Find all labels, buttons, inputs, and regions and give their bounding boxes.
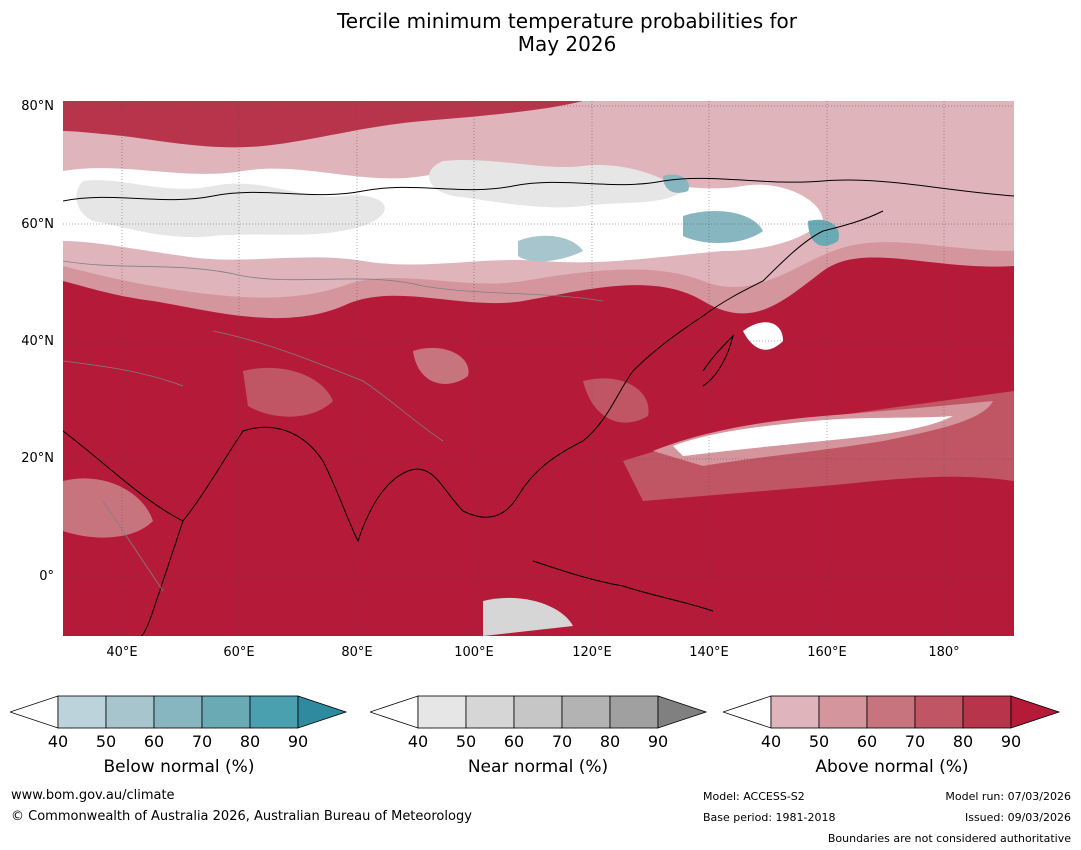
- near-tick: 90: [647, 732, 669, 751]
- near-swatch: [465, 695, 515, 729]
- lat-label-80n: 80°N: [21, 99, 54, 114]
- lon-label-140e: 140°E: [689, 645, 729, 660]
- below-swatch: [201, 695, 251, 729]
- above-tick: 90: [1000, 732, 1022, 751]
- above-tick: 50: [808, 732, 830, 751]
- below-tick: 60: [143, 732, 165, 751]
- near-tick: 80: [599, 732, 621, 751]
- lon-label-80e: 80°E: [341, 645, 373, 660]
- disclaimer-text: Boundaries are not considered authoritat…: [827, 832, 1071, 845]
- lat-label-0: 0°: [39, 569, 54, 584]
- lon-label-60e: 60°E: [223, 645, 255, 660]
- above-swatch: [818, 695, 868, 729]
- above-tick: 60: [856, 732, 878, 751]
- above-tick: 40: [760, 732, 782, 751]
- lon-label-160e: 160°E: [807, 645, 847, 660]
- lat-label-40n: 40°N: [21, 334, 54, 349]
- near-normal-colorbar: [370, 695, 708, 729]
- below-tick: 70: [191, 732, 213, 751]
- below-normal-label: Below normal (%): [103, 757, 255, 777]
- below-tick: 80: [239, 732, 261, 751]
- lat-label-20n: 20°N: [21, 451, 54, 466]
- below-swatch: [249, 695, 299, 729]
- map-graphic: [63, 101, 1014, 636]
- model-run-text: Model run: 07/03/2026: [945, 790, 1071, 803]
- below-tick: 50: [95, 732, 117, 751]
- above-tick: 70: [904, 732, 926, 751]
- above-swatch: [770, 695, 820, 729]
- map-title: Tercile minimum temperature probabilitie…: [0, 10, 1081, 56]
- copyright-text: © Commonwealth of Australia 2026, Austra…: [11, 809, 472, 824]
- above-normal-label: Above normal (%): [815, 757, 969, 777]
- below-tick: 40: [47, 732, 69, 751]
- near-tick: 70: [551, 732, 573, 751]
- above-swatch: [914, 695, 964, 729]
- model-text: Model: ACCESS-S2: [703, 790, 805, 803]
- near-swatch: [609, 695, 659, 729]
- near-swatch: [513, 695, 563, 729]
- lat-label-60n: 60°N: [21, 217, 54, 232]
- lon-label-100e: 100°E: [454, 645, 494, 660]
- issued-text: Issued: 09/03/2026: [964, 811, 1071, 824]
- lon-label-40e: 40°E: [106, 645, 138, 660]
- below-swatch: [57, 695, 107, 729]
- near-tick: 40: [407, 732, 429, 751]
- near-swatch: [561, 695, 611, 729]
- below-normal-colorbar: [10, 695, 348, 729]
- near-tick: 50: [455, 732, 477, 751]
- website-link[interactable]: www.bom.gov.au/climate: [11, 788, 175, 803]
- below-tick: 90: [287, 732, 309, 751]
- above-normal-colorbar: [723, 695, 1061, 729]
- title-line-1: Tercile minimum temperature probabilitie…: [336, 9, 798, 33]
- below-swatch: [105, 695, 155, 729]
- near-tick: 60: [503, 732, 525, 751]
- lon-label-120e: 120°E: [572, 645, 612, 660]
- title-line-2: May 2026: [517, 32, 617, 56]
- above-swatch: [962, 695, 1012, 729]
- above-swatch: [866, 695, 916, 729]
- lon-label-180: 180°: [928, 645, 960, 660]
- near-swatch: [417, 695, 467, 729]
- below-swatch: [153, 695, 203, 729]
- above-tick: 80: [952, 732, 974, 751]
- base-period-text: Base period: 1981-2018: [703, 811, 836, 824]
- near-normal-label: Near normal (%): [467, 757, 609, 777]
- probability-map: [63, 101, 1014, 636]
